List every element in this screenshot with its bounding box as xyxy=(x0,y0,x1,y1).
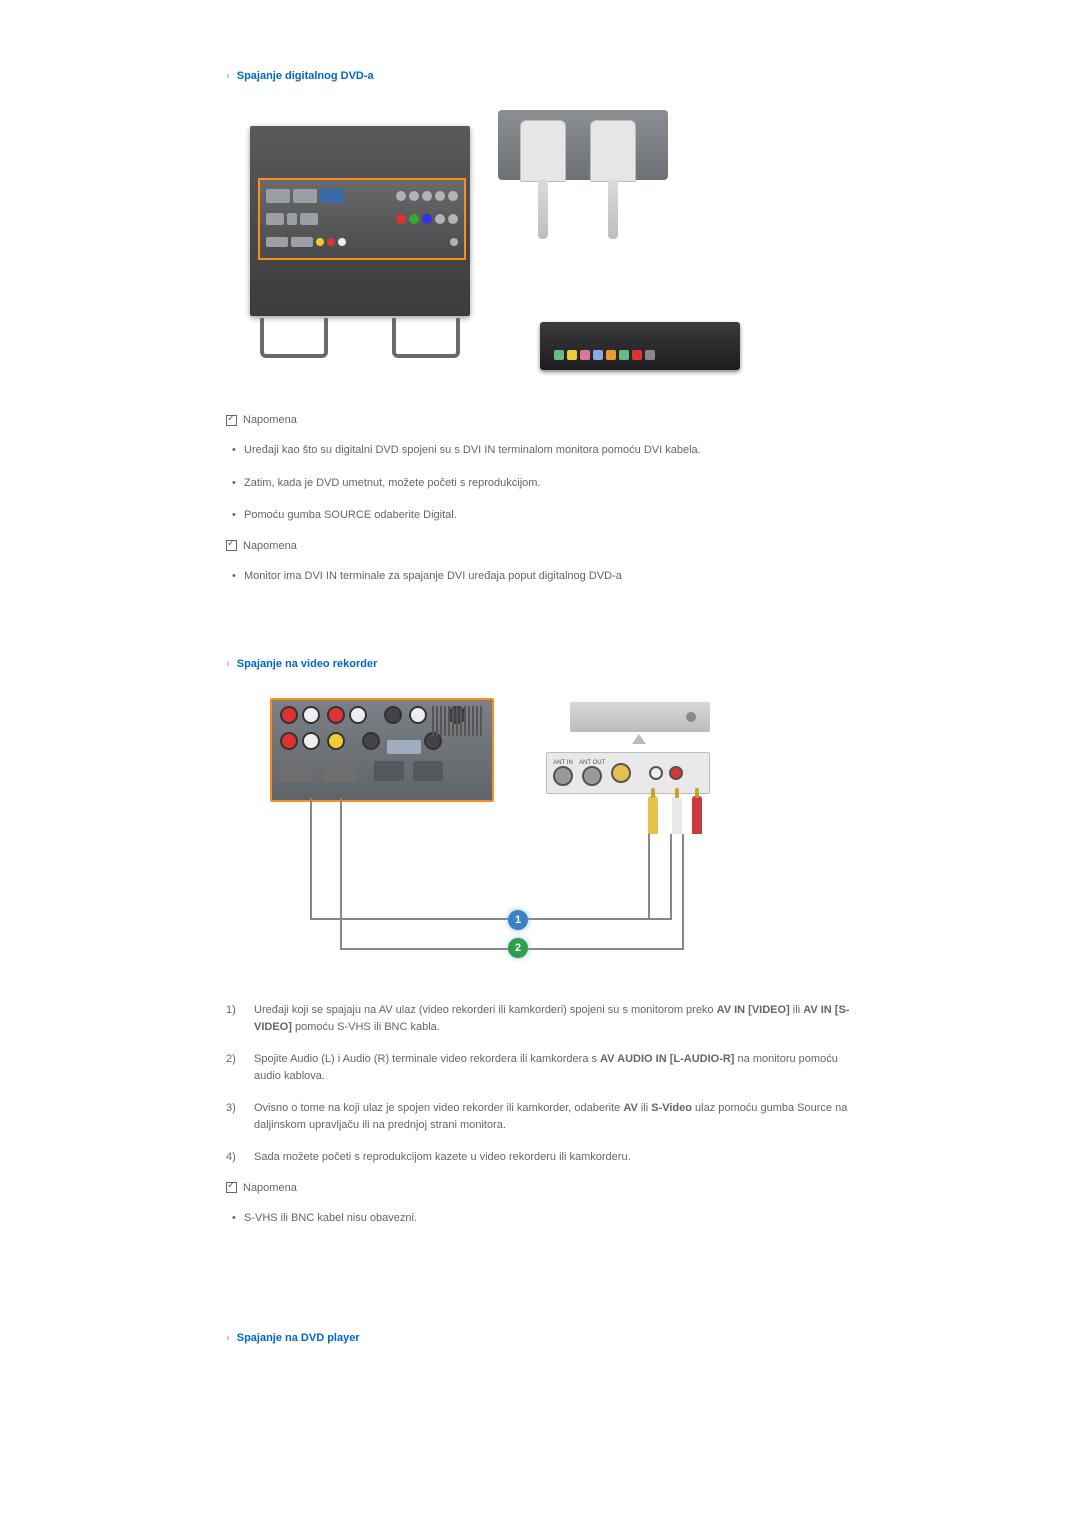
section-title: Spajanje na DVD player xyxy=(237,1332,360,1344)
callout-badge-2: 2 xyxy=(508,938,528,958)
chevron-icon: › xyxy=(226,658,230,670)
callout-badge-1: 1 xyxy=(508,910,528,930)
note-heading: Napomena xyxy=(226,540,856,552)
step-number: 3) xyxy=(226,1100,236,1117)
section-title: Spajanje na video rekorder xyxy=(237,658,378,670)
checkbox-icon xyxy=(226,540,237,551)
note-heading: Napomena xyxy=(226,1182,856,1194)
chevron-icon: › xyxy=(226,1332,230,1344)
note-list-2: Monitor ima DVI IN terminale za spajanje… xyxy=(226,568,856,585)
note-list-1: Uređaji kao što su digitalni DVD spojeni… xyxy=(226,442,856,524)
list-item: Uređaji kao što su digitalni DVD spojeni… xyxy=(226,442,856,459)
step-number: 2) xyxy=(226,1051,236,1068)
diagram-dvd-connection xyxy=(226,110,856,370)
note-heading: Napomena xyxy=(226,414,856,426)
steps-list: 1) Uređaji koji se spajaju na AV ulaz (v… xyxy=(226,1002,856,1166)
checkbox-icon xyxy=(226,415,237,426)
list-item: S-VHS ili BNC kabel nisu obavezni. xyxy=(226,1210,856,1227)
note-label: Napomena xyxy=(243,540,297,552)
step-number: 1) xyxy=(226,1002,236,1019)
diagram-vcr-connection: ANT IN ANT OUT xyxy=(226,698,856,958)
list-item: 3) Ovisno o tome na koji ulaz je spojen … xyxy=(226,1100,856,1133)
checkbox-icon xyxy=(226,1182,237,1193)
list-item: 2) Spojite Audio (L) i Audio (R) termina… xyxy=(226,1051,856,1084)
section-title: Spajanje digitalnog DVD-a xyxy=(237,70,374,82)
list-item: Pomoću gumba SOURCE odaberite Digital. xyxy=(226,507,856,524)
step-number: 4) xyxy=(226,1149,236,1166)
chevron-icon: › xyxy=(226,70,230,82)
note-list-3: S-VHS ili BNC kabel nisu obavezni. xyxy=(226,1210,856,1227)
section-heading-vcr: › Spajanje na video rekorder xyxy=(226,658,856,670)
note-label: Napomena xyxy=(243,1182,297,1194)
list-item: 1) Uređaji koji se spajaju na AV ulaz (v… xyxy=(226,1002,856,1035)
note-label: Napomena xyxy=(243,414,297,426)
list-item: Zatim, kada je DVD umetnut, možete počet… xyxy=(226,475,856,492)
section-heading-dvd: › Spajanje digitalnog DVD-a xyxy=(226,70,856,82)
list-item: 4) Sada možete početi s reprodukcijom ka… xyxy=(226,1149,856,1166)
section-heading-dvd-player: › Spajanje na DVD player xyxy=(226,1332,856,1344)
list-item: Monitor ima DVI IN terminale za spajanje… xyxy=(226,568,856,585)
